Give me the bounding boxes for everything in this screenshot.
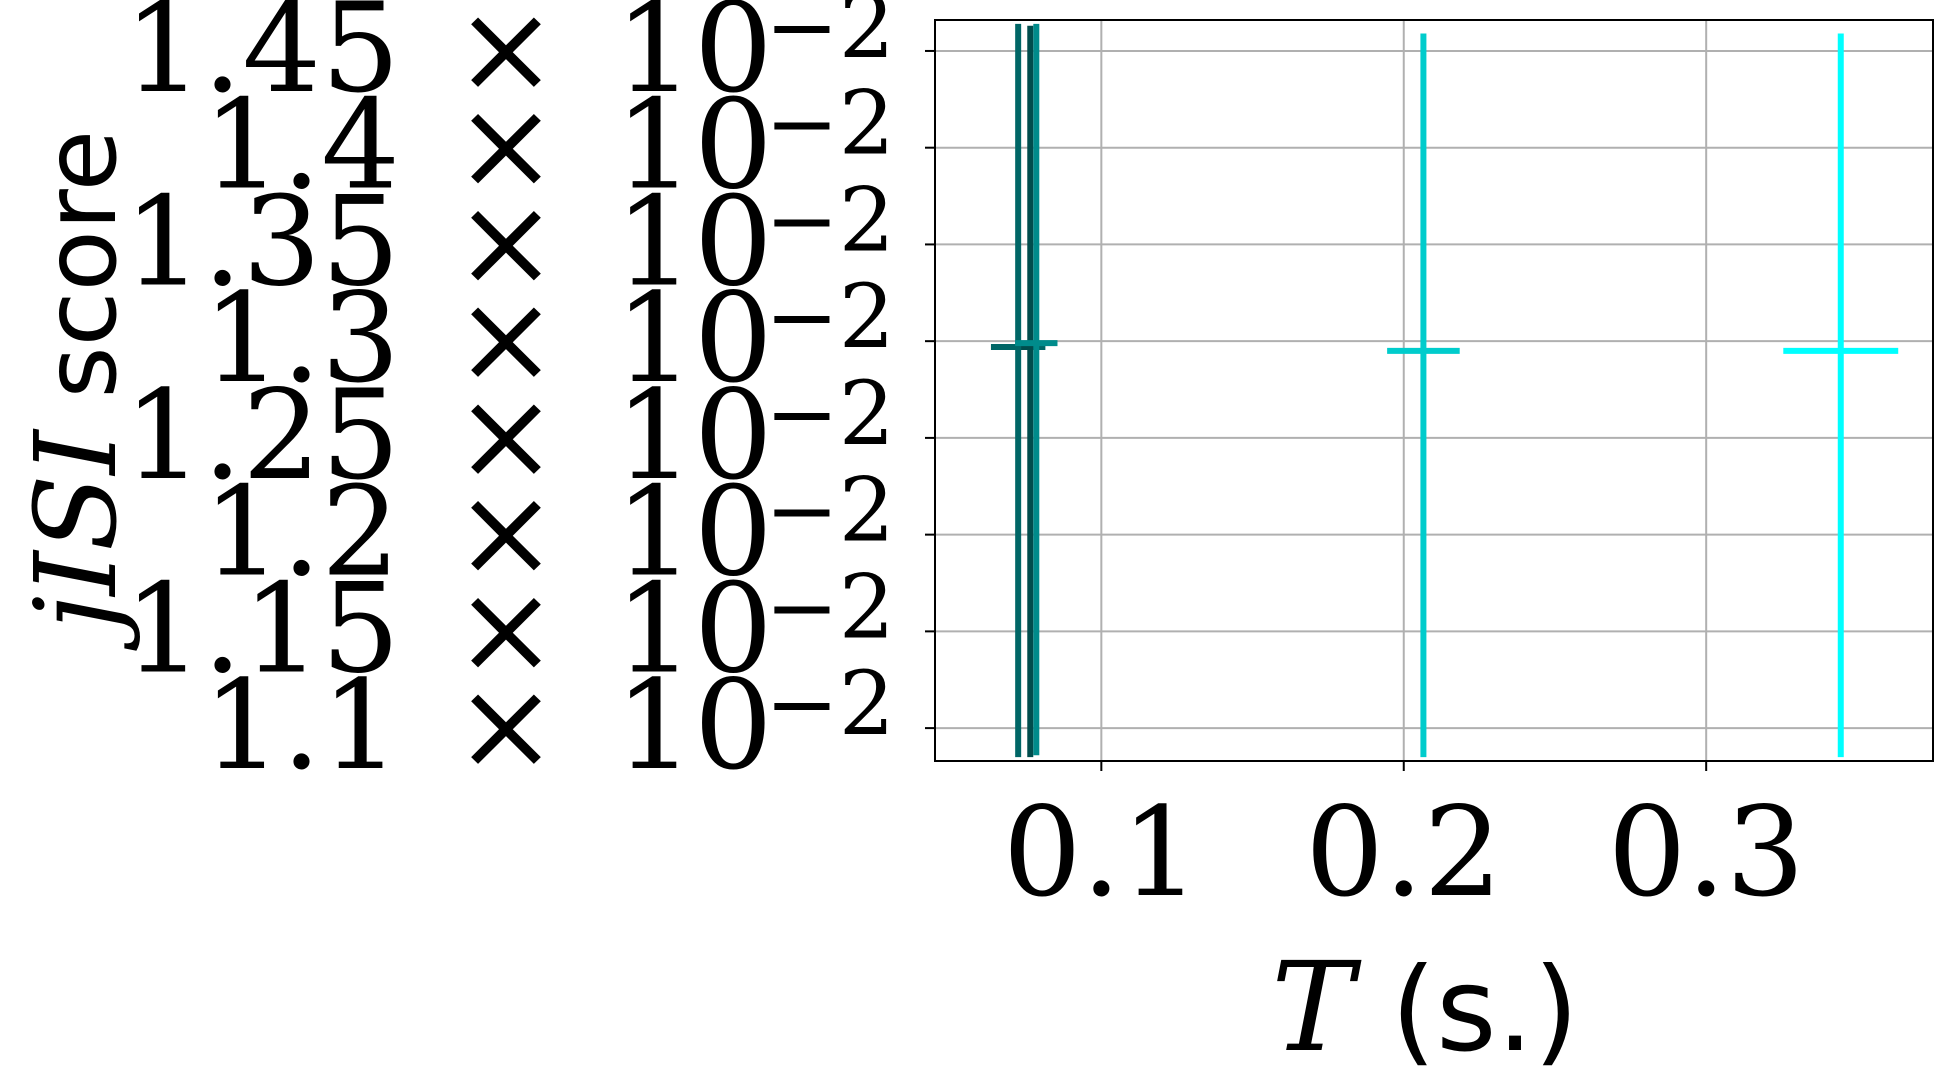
y-axis-ticks: 1.1 × 10−21.15 × 10−21.2 × 10−21.25 × 10−21.3 × 10… [124,0,935,798]
y-tick-base: 10 [615,654,773,798]
y-tick-exponent: −2 [765,265,895,368]
error-bar-marks [990,23,1899,758]
y-tick-base: 10 [615,557,773,701]
y-tick-label: 1.15 × 10−2 [124,555,895,701]
y-tick-exponent: −2 [765,459,895,562]
y-tick-times: × [454,557,558,701]
y-tick-exponent: −2 [765,72,895,175]
x-axis-label: T (s.) [1271,936,1578,1080]
y-tick-base: 10 [615,170,773,314]
y-tick-mantissa: 1.4 [203,74,400,218]
y-tick-label: 1.25 × 10−2 [124,362,895,508]
x-axis-label-unit: (s.) [1354,943,1579,1078]
plot-frame [934,19,1934,762]
error-bar-point [1015,23,1058,756]
y-tick-exponent: −2 [765,362,895,465]
y-tick-label: 1.3 × 10−2 [203,265,895,411]
y-tick-exponent: −2 [765,0,895,78]
y-tick-times: × [454,0,558,121]
y-tick-base: 10 [615,267,773,411]
y-tick-times: × [454,364,558,508]
x-tick-label: 0.3 [1608,781,1805,925]
y-tick-label: 1.4 × 10−2 [203,72,895,218]
y-axis-label-var: jISI [12,428,142,652]
x-tick-label: 0.1 [1003,781,1200,925]
y-tick-times: × [454,74,558,218]
y-axis-label: jISI score [12,130,142,651]
y-tick-label: 1.2 × 10−2 [203,459,895,605]
y-tick-base: 10 [615,364,773,508]
y-axis-label-word: score [22,130,139,431]
y-tick-base: 10 [615,74,773,218]
y-tick-exponent: −2 [765,652,895,755]
y-tick-times: × [454,267,558,411]
error-bar-point [1783,33,1899,758]
grid-lines [935,20,1933,761]
y-tick-mantissa: 1.2 [203,461,400,605]
x-axis-label-var: T [1271,936,1362,1080]
y-tick-base: 10 [615,0,773,121]
y-tick-times: × [454,654,558,798]
y-tick-mantissa: 1.1 [203,654,400,798]
y-tick-mantissa: 1.3 [203,267,400,411]
y-tick-mantissa: 1.45 [124,0,400,121]
x-axis-ticks: 0.1 0.2 0.3 [1003,761,1805,925]
y-tick-mantissa: 1.25 [124,364,400,508]
y-tick-exponent: −2 [765,168,895,271]
y-tick-label: 1.45 × 10−2 [124,0,895,121]
error-bar-point [1387,33,1460,758]
y-tick-mantissa: 1.35 [124,170,400,314]
x-tick-label: 0.2 [1305,781,1502,925]
y-tick-times: × [454,170,558,314]
y-tick-label: 1.35 × 10−2 [124,168,895,314]
y-tick-times: × [454,461,558,605]
y-tick-label: 1.1 × 10−2 [203,652,895,798]
y-tick-base: 10 [615,461,773,605]
y-tick-exponent: −2 [765,555,895,658]
y-tick-mantissa: 1.15 [124,557,400,701]
